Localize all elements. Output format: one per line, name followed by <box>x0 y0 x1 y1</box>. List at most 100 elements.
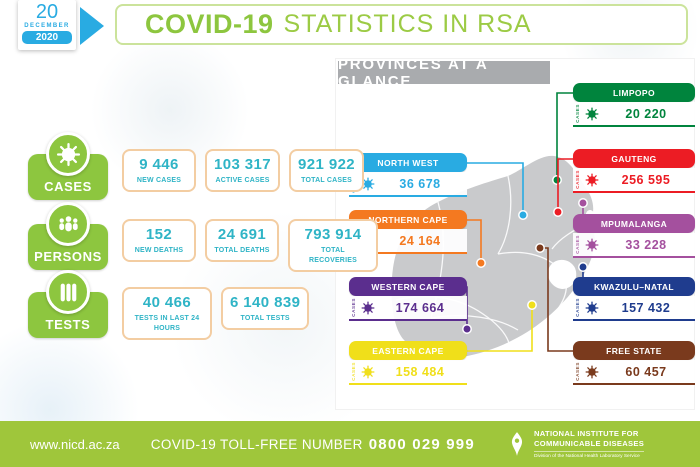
date-month: DECEMBER <box>24 23 70 29</box>
stat-card-new-cases: 9 446 NEW CASES <box>122 149 196 193</box>
province-cases-value: 33 228 <box>625 237 667 252</box>
virus-icon <box>361 301 375 315</box>
date-year: 2020 <box>22 31 72 44</box>
virus-icon <box>585 365 599 379</box>
province-name: KWAZULU–NATAL <box>573 277 695 296</box>
province-name: MPUMALANGA <box>573 214 695 233</box>
virus-icon <box>585 238 599 252</box>
cases-vertical-label: CASES <box>575 170 580 189</box>
stat-label: TESTS IN LAST 24 HOURS <box>134 315 200 333</box>
stat-card-total-cases: 921 922 TOTAL CASES <box>289 149 365 193</box>
tollfree-number: 0800 029 999 <box>368 435 475 453</box>
connector-mpumalanga <box>578 198 588 214</box>
province-cases-value: 60 457 <box>625 364 667 379</box>
stat-card-total-tests: 6 140 839 TOTAL TESTS <box>221 287 310 331</box>
stat-value: 40 466 <box>142 294 192 311</box>
stat-value: 921 922 <box>298 156 356 173</box>
stat-value: 152 <box>145 226 173 243</box>
province-cases-value: 157 432 <box>621 300 671 315</box>
stat-value: 103 317 <box>214 156 272 173</box>
province-name: WESTERN CAPE <box>349 277 467 296</box>
province-box-north-west: NORTH WEST CASES 36 678 <box>349 153 467 197</box>
badge-label: TESTS <box>45 317 91 332</box>
province-name: FREE STATE <box>573 341 695 360</box>
connector-free-state <box>535 243 573 352</box>
stat-label: ACTIVE CASES <box>215 177 270 184</box>
nicd-subtitle: Division of the National Health Laborato… <box>534 451 645 459</box>
connector-eastern-cape <box>467 300 537 352</box>
province-name: LIMPOPO <box>573 83 695 102</box>
footer-bar: www.nicd.ac.za COVID-19 TOLL-FREE NUMBER… <box>0 421 700 467</box>
stat-label: NEW CASES <box>136 177 182 184</box>
title-covid: COVID-19 <box>145 9 274 39</box>
cases-vertical-label: CASES <box>351 298 356 317</box>
province-name: EASTERN CAPE <box>349 341 467 360</box>
virus-icon <box>585 107 599 121</box>
province-box-gauteng: GAUTENG CASES 256 595 <box>573 149 695 193</box>
province-cases-value: 158 484 <box>395 364 445 379</box>
province-box-limpopo: LIMPOPO CASES 20 220 <box>573 83 695 127</box>
connector-northern-cape <box>467 219 486 268</box>
stats-row-cases: CASES 9 446 NEW CASES 103 317 ACTIVE CAS… <box>28 132 365 200</box>
province-name: NORTH WEST <box>349 153 467 172</box>
province-cases-value: 20 220 <box>625 106 667 121</box>
province-name: GAUTENG <box>573 149 695 168</box>
stat-value: 24 691 <box>217 226 267 243</box>
virus-icon <box>361 365 375 379</box>
stat-label: TOTAL DEATHS <box>214 247 270 254</box>
provinces-panel: PROVINCES AT A GLANCE <box>335 56 695 410</box>
province-box-western-cape: WESTERN CAPE CASES 174 664 <box>349 277 467 321</box>
persons-icon <box>46 202 90 246</box>
connector-gauteng <box>553 158 573 217</box>
stat-label: TOTAL TESTS <box>240 315 290 322</box>
stats-row-tests: TESTS 40 466 TESTS IN LAST 24 HOURS 6 14… <box>28 270 310 341</box>
province-box-eastern-cape: EASTERN CAPE CASES 158 484 <box>349 341 467 385</box>
connector-north-west <box>467 162 528 220</box>
nicd-name-line1: NATIONAL INSTITUTE FOR <box>534 429 639 439</box>
date-badge: 20 DECEMBER 2020 <box>18 0 76 50</box>
stat-card-total-recoveries: 793 914 TOTAL RECOVERIES <box>288 219 378 273</box>
province-box-mpumalanga: MPUMALANGA CASES 33 228 <box>573 214 695 258</box>
connector-kwazulu-natal <box>578 262 588 277</box>
cases-vertical-label: CASES <box>575 235 580 254</box>
stat-card-total-deaths: 24 691 TOTAL DEATHS <box>205 219 279 263</box>
test-tubes-icon <box>46 270 90 314</box>
cases-vertical-label: CASES <box>351 362 356 381</box>
page-title: COVID-19 STATISTICS IN RSA <box>115 4 688 45</box>
province-cases-value: 174 664 <box>395 300 445 315</box>
persons-badge: PERSONS <box>28 202 108 270</box>
cases-badge: CASES <box>28 132 108 200</box>
province-cases-value: 36 678 <box>399 176 441 191</box>
badge-label: PERSONS <box>34 249 102 264</box>
provinces-panel-title: PROVINCES AT A GLANCE <box>338 56 550 90</box>
stat-value: 6 140 839 <box>230 294 301 311</box>
stat-card-active-cases: 103 317 ACTIVE CASES <box>205 149 281 193</box>
stat-card-tests-24h: 40 466 TESTS IN LAST 24 HOURS <box>122 287 212 341</box>
province-box-kwazulu-natal: KWAZULU–NATAL CASES 157 432 <box>573 277 695 321</box>
province-cases-value: 24 164 <box>399 233 441 248</box>
stat-card-new-deaths: 152 NEW DEATHS <box>122 219 196 263</box>
cases-vertical-label: CASES <box>575 298 580 317</box>
nicd-logo-icon <box>506 431 528 457</box>
nicd-name: NATIONAL INSTITUTE FOR COMMUNICABLE DISE… <box>534 429 645 459</box>
date-day: 20 <box>35 1 59 23</box>
virus-icon <box>585 173 599 187</box>
stat-value: 793 914 <box>304 226 362 243</box>
stat-label: NEW DEATHS <box>134 247 184 254</box>
virus-icon <box>585 301 599 315</box>
tests-badge: TESTS <box>28 270 108 338</box>
province-cases-value: 256 595 <box>621 172 671 187</box>
title-statistics: STATISTICS IN RSA <box>283 10 532 38</box>
stat-label: TOTAL RECOVERIES <box>309 247 357 265</box>
cases-vertical-label: CASES <box>575 362 580 381</box>
stat-value: 9 446 <box>139 156 179 173</box>
nicd-logo-block: NATIONAL INSTITUTE FOR COMMUNICABLE DISE… <box>506 429 688 459</box>
nicd-name-line2: COMMUNICABLE DISEASES <box>534 439 645 449</box>
stat-label: TOTAL CASES <box>301 177 352 184</box>
website-url: www.nicd.ac.za <box>30 436 120 452</box>
cases-vertical-label: CASES <box>575 104 580 123</box>
tollfree-line: COVID-19 TOLL-FREE NUMBER 0800 029 999 <box>120 436 506 453</box>
arrow-right-icon <box>80 7 104 45</box>
province-box-free-state: FREE STATE CASES 60 457 <box>573 341 695 385</box>
